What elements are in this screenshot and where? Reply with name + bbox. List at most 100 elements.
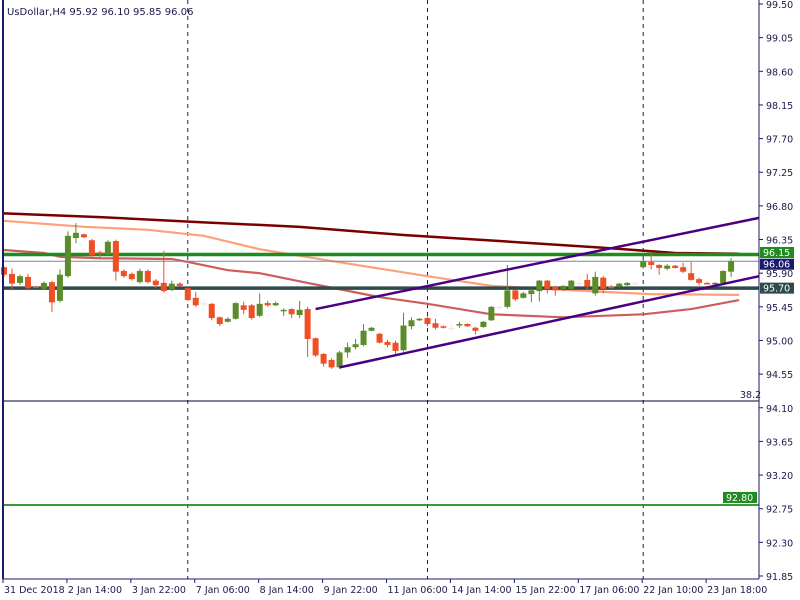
candle-body [480,321,487,328]
candle-body [88,240,95,256]
x-tick-label: 9 Jan 22:00 [324,585,378,596]
candle-body [496,306,503,309]
candle-body [352,344,359,348]
y-tick-label: 95.00 [766,336,793,347]
y-tick-label: 93.20 [766,471,793,482]
candle-body [408,320,415,327]
candle-body [160,282,167,292]
candle-body [24,276,31,289]
candle-body [576,282,583,285]
y-tick-label: 92.30 [766,538,793,549]
candle-body [104,241,111,255]
candle-body [696,279,703,283]
price-label-tag [760,258,794,270]
y-tick-label: 98.15 [766,101,793,112]
candle-body [128,273,135,280]
candle-body [184,288,191,301]
candle-body [56,274,63,301]
candle-body [32,286,39,289]
candle-body [376,333,383,343]
x-tick-label: 15 Jan 22:00 [515,585,575,596]
channel-trendline [315,216,760,311]
x-tick-label: 3 Jan 22:00 [132,585,186,596]
candle-body [384,341,391,345]
x-tick-label: 31 Dec 2018 [4,585,65,596]
candle-body [680,267,687,272]
candle-body [448,327,455,330]
x-tick-label: 8 Jan 14:00 [260,585,314,596]
candle-body [600,277,607,289]
candle-body [400,325,407,351]
candle-body [304,309,311,339]
y-tick-label: 92.75 [766,505,793,516]
y-tick-label: 97.70 [766,135,793,146]
x-tick-label: 14 Jan 14:00 [451,585,511,596]
price-label-text: 96.15 [763,248,790,259]
candle-body [664,265,671,269]
y-tick-label: 96.80 [766,202,793,213]
candle-body [528,290,535,295]
candle-body [456,324,463,326]
candle-body [296,309,303,316]
x-tick-label: 7 Jan 06:00 [196,585,250,596]
candle-body [80,234,87,238]
candle-body [624,282,631,286]
candle-body [280,309,287,312]
y-tick-label: 94.55 [766,370,793,381]
price-label-text: 95.70 [763,284,790,295]
candle-body [728,261,735,272]
candle-body [504,290,511,307]
candle-body [96,252,103,254]
x-tick-label: 11 Jan 06:00 [388,585,448,596]
candle-body [264,303,271,306]
candle-body [416,318,423,321]
candle-body [464,324,471,327]
price-label-tag [760,282,794,294]
candle-body [40,282,47,289]
x-tick-label: 2 Jan 14:00 [68,585,122,596]
candle-body [608,286,615,289]
candle-body [224,318,231,322]
candle-body [512,290,519,300]
chart-title: UsDollar,H4 95.92 96.10 95.85 96.06 [7,7,193,18]
price-label-text: 96.06 [763,260,790,271]
candle-body [432,323,439,328]
y-tick-label: 98.60 [766,67,793,78]
candle-body [472,327,479,331]
moving-average-line [3,219,740,296]
candle-body [208,303,215,319]
candle-body [16,276,23,283]
candle-body [232,303,239,319]
candle-body [712,282,719,285]
price-label-tag [760,246,794,258]
candle-body [592,276,599,294]
candle-body [256,303,263,316]
candle-body [344,347,351,353]
candle-body [120,270,127,277]
candle-body [320,353,327,364]
candle-body [648,261,655,265]
candle-body [616,283,623,287]
y-tick-label: 91.85 [766,572,793,583]
x-tick-label: 23 Jan 18:00 [707,585,767,596]
candle-body [584,279,591,287]
moving-average-line [3,212,740,255]
y-tick-label: 99.05 [766,34,793,45]
candle-body [360,330,367,345]
candle-body [672,265,679,268]
candle-body [168,283,175,289]
candle-body [336,352,343,368]
candle-body [704,282,711,285]
candle-body [200,303,207,305]
candle-body [136,270,143,283]
y-tick-label: 95.90 [766,269,793,280]
candle-body [48,282,55,303]
y-tick-label: 94.10 [766,404,793,415]
candle-body [312,338,319,356]
candle-body [216,317,223,325]
candle-body [488,306,495,321]
candle-body [272,303,279,306]
candle-body [64,235,71,277]
candle-body [176,283,183,286]
